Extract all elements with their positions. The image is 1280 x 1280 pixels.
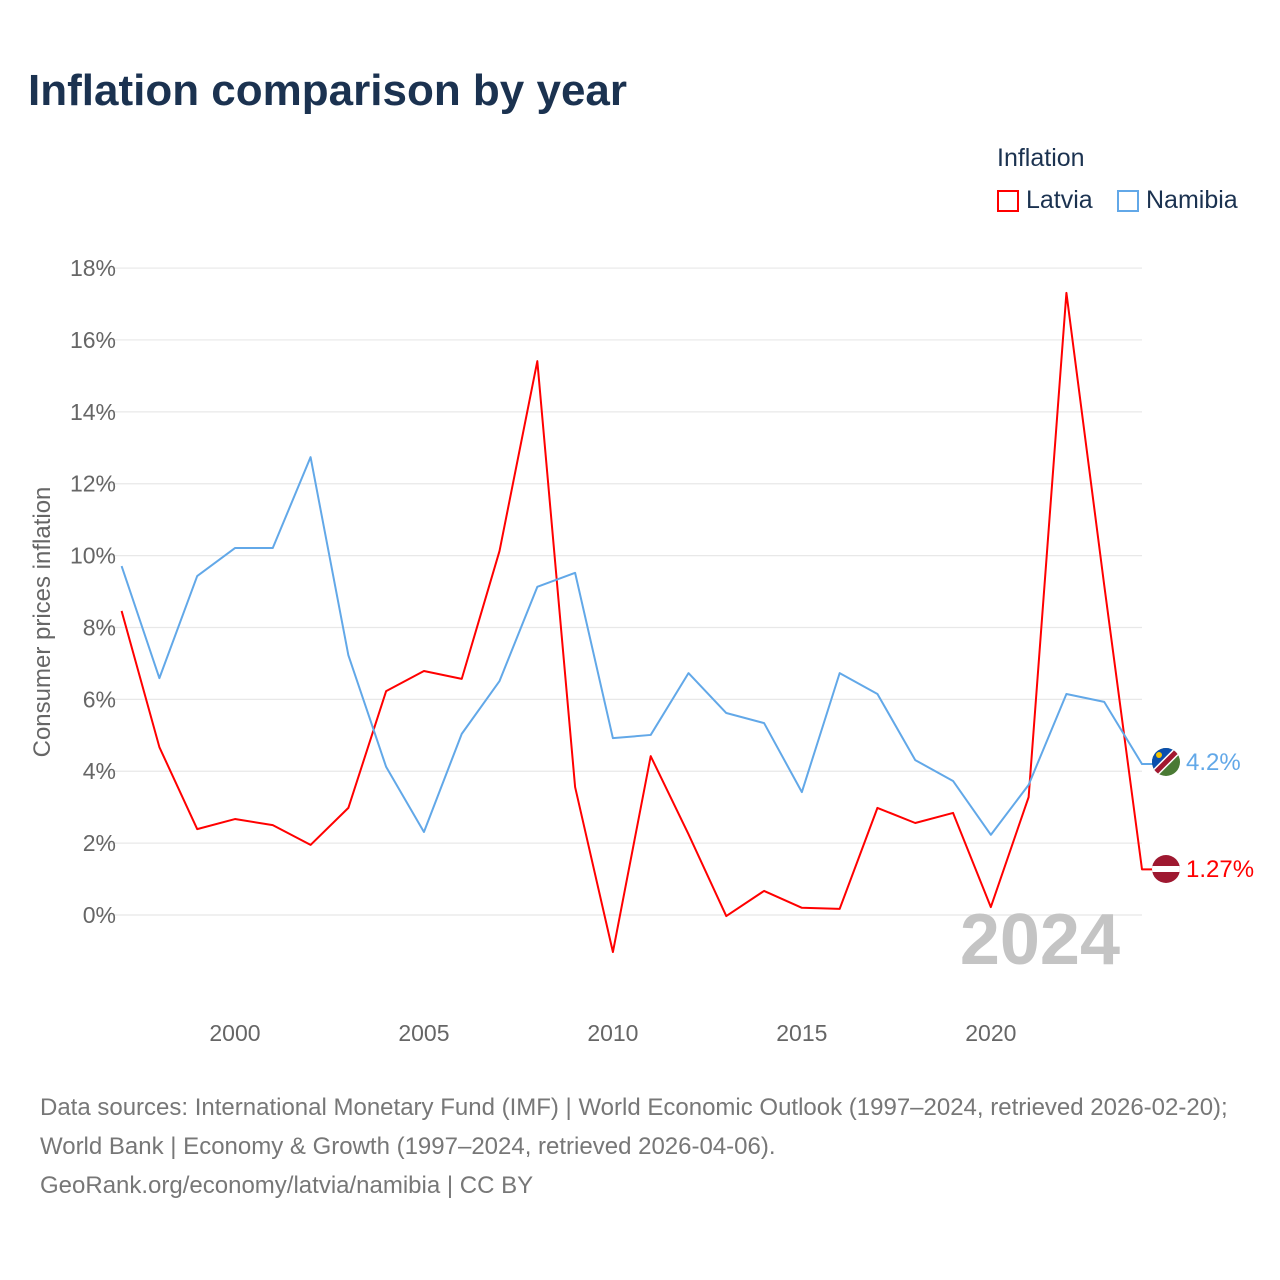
legend-title: Inflation [997, 144, 1085, 172]
x-tick-label: 2015 [776, 1020, 827, 1046]
source-note: Data sources: International Monetary Fun… [40, 1088, 1250, 1205]
source-link[interactable]: GeoRank.org/economy/latvia/namibia | CC … [40, 1172, 534, 1199]
legend-swatch-namibia [1117, 189, 1139, 212]
y-tick-label: 18% [70, 255, 116, 281]
legend-label-namibia: Namibia [1146, 186, 1238, 214]
namibia-flag-icon [1152, 748, 1180, 776]
chart-title: Inflation comparison by year [28, 66, 628, 115]
source-text: Data sources: International Monetary Fun… [40, 1094, 1228, 1160]
legend-item-latvia[interactable]: Latvia [997, 186, 1093, 215]
namibia-end-label: 4.2% [1186, 749, 1241, 776]
series-line-latvia [120, 291, 1154, 954]
y-tick-label: 10% [70, 543, 116, 569]
y-tick-label: 4% [83, 758, 116, 784]
y-tick-label: 16% [70, 327, 116, 353]
y-tick-label: 0% [83, 902, 116, 928]
y-tick-label: 8% [83, 614, 116, 640]
x-tick-label: 2020 [965, 1020, 1016, 1046]
y-tick-label: 2% [83, 830, 116, 856]
x-tick-label: 2005 [398, 1020, 449, 1046]
y-tick-label: 12% [70, 471, 116, 497]
latvia-end-label: 1.27% [1186, 856, 1254, 883]
legend-swatch-latvia [997, 189, 1019, 212]
legend-label-latvia: Latvia [1026, 186, 1093, 214]
series-line-namibia [120, 456, 1154, 836]
x-tick-label: 2010 [587, 1020, 638, 1046]
y-axis-label: Consumer prices inflation [29, 487, 56, 758]
legend-item-namibia[interactable]: Namibia [1117, 186, 1238, 215]
x-tick-label: 2000 [209, 1020, 260, 1046]
year-watermark: 2024 [960, 900, 1120, 980]
y-tick-label: 6% [83, 686, 116, 712]
y-tick-label: 14% [70, 399, 116, 425]
latvia-flag-icon [1152, 855, 1180, 883]
